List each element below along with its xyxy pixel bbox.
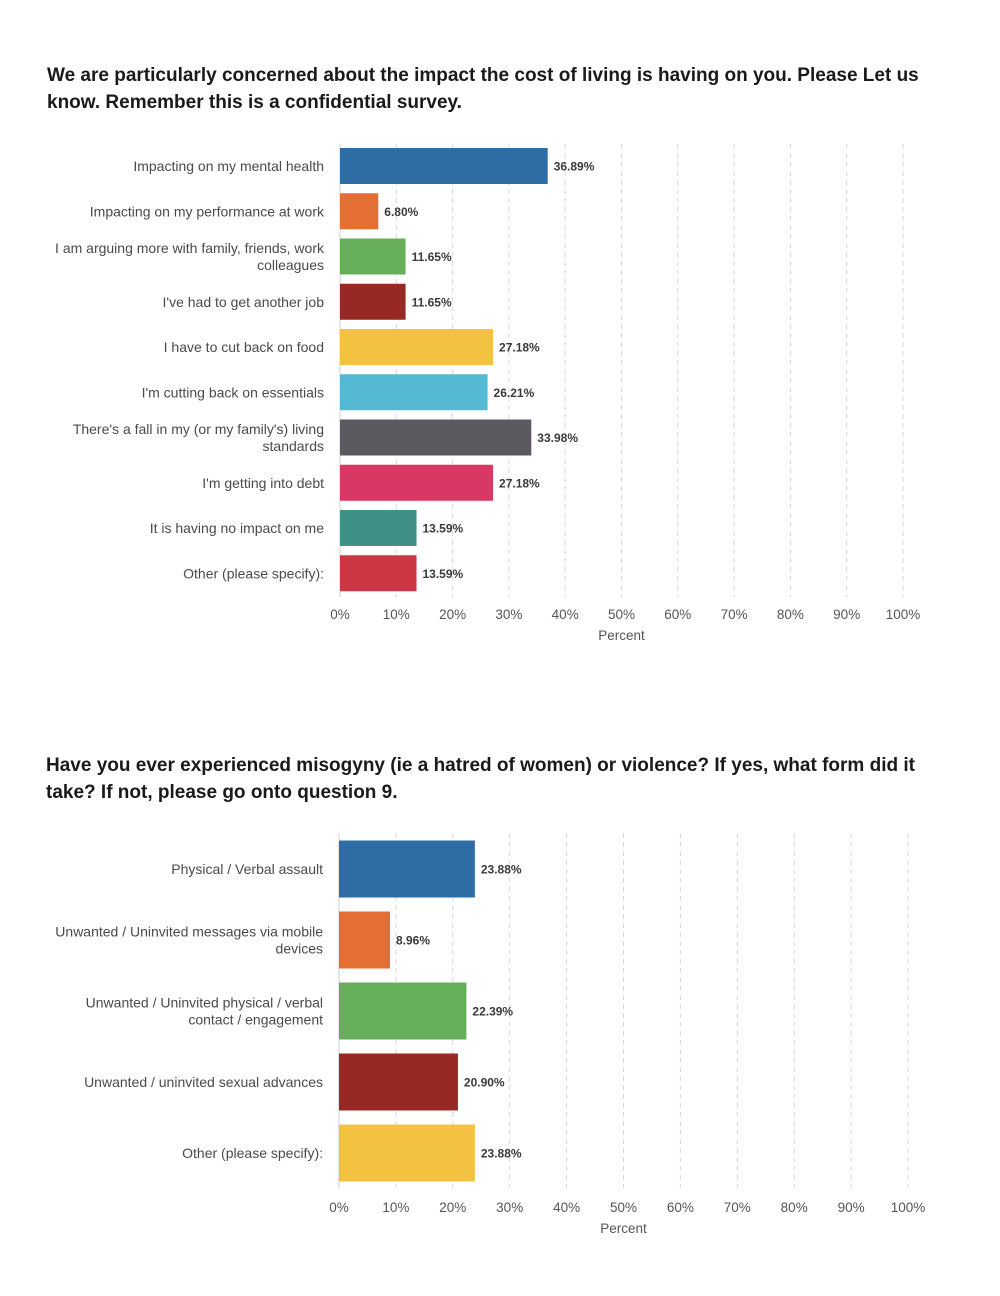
bar-value-label: 33.98% xyxy=(537,431,578,445)
bar-value-label: 13.59% xyxy=(423,522,464,536)
bar xyxy=(339,982,467,1040)
category-label: Unwanted / Uninvited physical / verbal xyxy=(86,995,323,1011)
bar-value-label: 26.21% xyxy=(494,386,535,400)
x-axis-title: Percent xyxy=(600,1221,647,1236)
bar-value-label: 23.88% xyxy=(481,863,522,877)
x-tick-label: 30% xyxy=(495,607,522,622)
category-label: standards xyxy=(263,438,324,454)
x-tick-label: 10% xyxy=(383,607,410,622)
bar-value-label: 11.65% xyxy=(412,295,452,309)
category-label: Other (please specify): xyxy=(183,565,324,581)
category-label: I'm cutting back on essentials xyxy=(142,384,324,400)
bar xyxy=(340,193,379,230)
bar-value-label: 27.18% xyxy=(499,341,540,355)
bar-value-label: 8.96% xyxy=(396,934,430,948)
x-tick-label: 90% xyxy=(838,1200,865,1215)
x-tick-label: 90% xyxy=(833,607,860,622)
category-label: colleagues xyxy=(257,257,324,273)
x-tick-label: 0% xyxy=(329,1200,349,1215)
bar xyxy=(340,555,417,592)
bar xyxy=(340,419,532,456)
bar-value-label: 27.18% xyxy=(499,476,540,490)
category-label: There's a fall in my (or my family's) li… xyxy=(73,421,324,437)
bar xyxy=(340,238,406,275)
bar xyxy=(339,840,475,898)
bar-value-label: 20.90% xyxy=(464,1076,505,1090)
category-label: I am arguing more with family, friends, … xyxy=(55,240,325,256)
x-tick-label: 10% xyxy=(382,1200,409,1215)
bar xyxy=(340,148,548,184)
bar xyxy=(340,510,417,546)
bar xyxy=(339,1053,458,1111)
x-tick-label: 80% xyxy=(777,607,804,622)
bar-value-label: 36.89% xyxy=(554,160,595,174)
x-tick-label: 40% xyxy=(552,607,579,622)
bar-value-label: 22.39% xyxy=(472,1005,513,1019)
x-tick-label: 70% xyxy=(721,607,748,622)
x-tick-label: 50% xyxy=(610,1200,637,1215)
x-axis-title: Percent xyxy=(598,628,645,643)
category-label: Impacting on my performance at work xyxy=(90,203,325,219)
x-tick-label: 20% xyxy=(439,1200,466,1215)
x-tick-label: 100% xyxy=(891,1200,926,1215)
x-tick-label: 30% xyxy=(496,1200,523,1215)
question-1-title: We are particularly concerned about the … xyxy=(47,65,919,113)
category-label: devices xyxy=(276,941,323,957)
x-tick-label: 80% xyxy=(781,1200,808,1215)
x-tick-label: 50% xyxy=(608,607,635,622)
bar-value-label: 13.59% xyxy=(423,567,464,581)
question-2-title: Have you ever experienced misogyny (ie a… xyxy=(46,755,915,803)
category-label: Physical / Verbal assault xyxy=(171,861,323,877)
bar-value-label: 23.88% xyxy=(481,1147,522,1161)
bar xyxy=(339,1124,475,1182)
category-label: I'm getting into debt xyxy=(202,475,324,491)
category-label: Unwanted / uninvited sexual advances xyxy=(84,1074,323,1090)
bar-value-label: 11.65% xyxy=(412,250,452,264)
bar xyxy=(340,374,488,411)
bar xyxy=(340,464,494,501)
x-tick-label: 20% xyxy=(439,607,466,622)
bar xyxy=(340,283,406,320)
bar xyxy=(339,911,390,969)
category-label: contact / engagement xyxy=(188,1012,323,1028)
x-tick-label: 60% xyxy=(664,607,691,622)
category-label: It is having no impact on me xyxy=(150,520,325,536)
cost-of-living-bar-chart: 0% 10% 20% 30% 40% 50% 60% 70% 80% 90% 100% Percent… xyxy=(55,144,921,643)
x-tick-label: 0% xyxy=(330,607,350,622)
category-label: Other (please specify): xyxy=(182,1145,323,1161)
x-tick-label: 40% xyxy=(553,1200,580,1215)
category-label: Impacting on my mental health xyxy=(133,158,324,174)
category-label: I have to cut back on food xyxy=(164,339,324,355)
x-tick-label: 100% xyxy=(886,607,921,622)
bar-value-label: 6.80% xyxy=(384,205,418,219)
x-tick-label: 70% xyxy=(724,1200,751,1215)
bar xyxy=(340,329,494,365)
x-tick-label: 60% xyxy=(667,1200,694,1215)
category-label: I've had to get another job xyxy=(163,294,325,310)
category-label: Unwanted / Uninvited messages via mobile xyxy=(55,924,323,940)
